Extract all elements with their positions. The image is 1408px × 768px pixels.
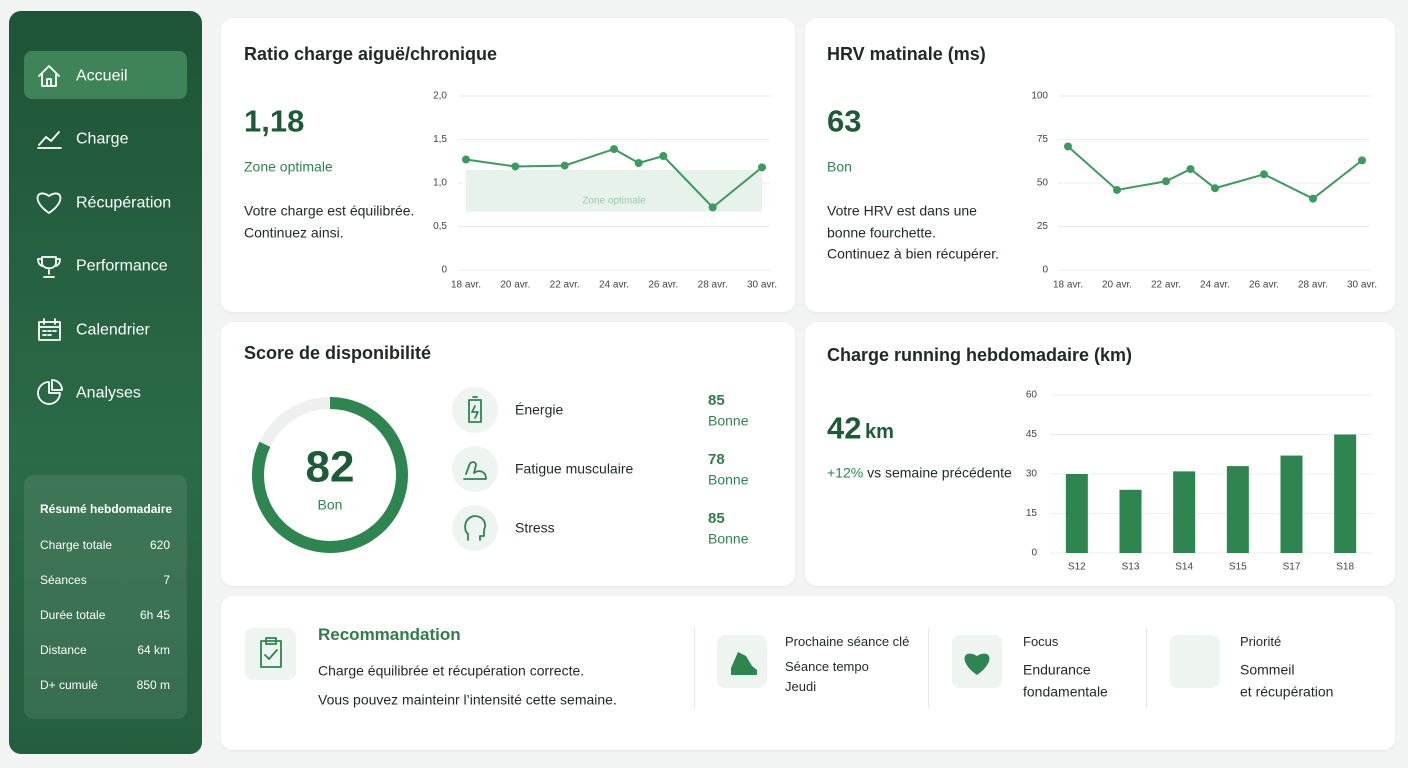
metric-value: 63	[827, 103, 862, 139]
item-label: Stress	[515, 519, 555, 536]
rec-item-label: Prochaine séance clé	[785, 634, 910, 650]
card-title: HRV matinale (ms)	[827, 44, 986, 65]
nav-item[interactable]: Calendrier	[76, 321, 150, 339]
nav-item[interactable]: Analyses	[76, 384, 141, 402]
nav-item[interactable]: Performance	[76, 257, 168, 275]
summary-label: Charge totale	[40, 537, 113, 552]
item-value: 85	[708, 392, 725, 409]
summary-label: Séances	[40, 572, 87, 587]
icon-box	[1170, 635, 1220, 688]
divider	[694, 628, 695, 708]
rec-item-line: Endurance	[1023, 661, 1091, 678]
item-status: Bonne	[708, 471, 749, 488]
item-value: 85	[708, 510, 725, 527]
change: +12% vs semaine précédente	[827, 465, 1012, 482]
divider	[1146, 628, 1147, 708]
metric-value: 42	[827, 410, 862, 446]
item-status: Bonne	[708, 530, 749, 547]
divider	[928, 628, 929, 708]
change-value: +12%	[827, 464, 864, 481]
rec-item-line: Séance tempo	[785, 659, 869, 675]
card-title: Ratio charge aiguë/chronique	[244, 44, 498, 65]
rec-line: Charge équilibrée et récupération correc…	[318, 662, 585, 679]
summary-value: 850 m	[136, 677, 170, 692]
item-label: Fatigue musculaire	[515, 460, 634, 477]
icon-box	[245, 628, 296, 680]
card-title: Charge running hebdomadaire (km)	[827, 345, 1133, 366]
rec-item-line: fondamentale	[1023, 683, 1108, 700]
metric-value: 1,18	[244, 103, 305, 139]
score-status: Bon	[317, 496, 343, 513]
summary-label: D+ cumulé	[40, 677, 98, 692]
item-value: 78	[708, 451, 725, 468]
metric-status: Zone optimale	[244, 158, 333, 175]
icon-box	[717, 635, 767, 688]
summary-value: 6h 45	[139, 607, 170, 622]
rec-item-line: et récupération	[1240, 683, 1334, 700]
rec-item-label: Focus	[1023, 634, 1059, 650]
message: Votre HRV est dans une	[827, 202, 977, 219]
rec-title: Recommandation	[318, 624, 461, 644]
change-text: vs semaine précédente	[867, 464, 1012, 481]
nav-item[interactable]: Accueil	[76, 67, 128, 85]
metric-unit: km	[865, 421, 894, 443]
message: Continuez à bien récupérer.	[827, 245, 999, 262]
summary-value: 7	[163, 572, 170, 587]
rec-line: Vous pouvez mainteinr l’intensité cette …	[318, 691, 617, 708]
message: bonne fourchette.	[827, 224, 936, 241]
icon-box	[952, 635, 1002, 688]
metric-status: Bon	[827, 158, 852, 175]
card-title: Score de disponibilité	[244, 343, 432, 364]
summary-value: 64 km	[137, 642, 170, 657]
score-value: 82	[305, 442, 355, 492]
rec-item-line: Jeudi	[785, 679, 817, 695]
summary-label: Durée totale	[40, 607, 106, 622]
message: Votre charge est équilibrée.	[244, 202, 415, 219]
nav-item[interactable]: Récupération	[76, 194, 172, 212]
item-label: Énergie	[515, 401, 564, 418]
summary-title: Résumé hebdomadaire	[40, 501, 173, 516]
rec-item-line: Sommeil	[1240, 661, 1295, 678]
summary-box	[24, 475, 187, 719]
summary-label: Distance	[40, 642, 87, 657]
item-status: Bonne	[708, 412, 749, 429]
message: Continuez ainsi.	[244, 224, 344, 241]
rec-item-label: Priorité	[1240, 634, 1282, 650]
nav-item[interactable]: Charge	[76, 130, 129, 148]
summary-value: 620	[149, 537, 170, 552]
